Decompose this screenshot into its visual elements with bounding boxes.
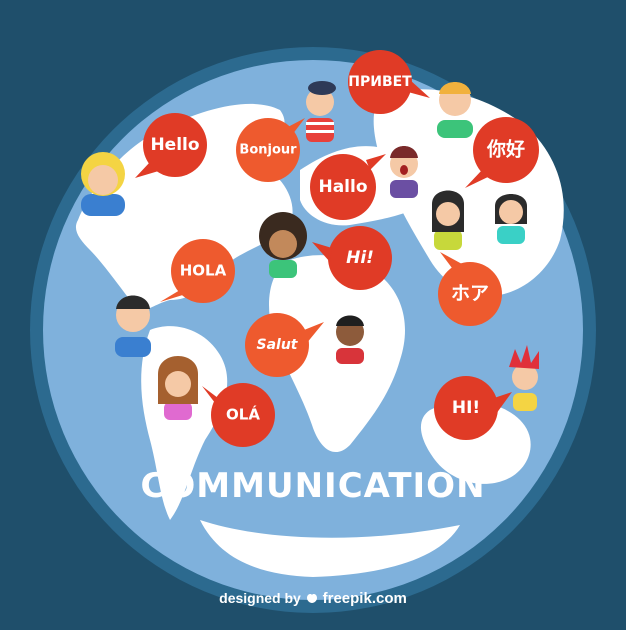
person-avatar-icon	[336, 315, 364, 364]
speech-bubble-bonjour: Bonjour	[236, 118, 305, 182]
speech-bubble-hola: HOLA	[160, 239, 235, 303]
freepik-logo-icon	[306, 594, 317, 603]
bubble-text: Hello	[150, 135, 199, 155]
speech-bubble-salut: Salut	[245, 313, 324, 377]
page-title: COMMUNICATION	[140, 466, 485, 506]
person-avatar-icon	[432, 190, 464, 250]
person-avatar-icon	[259, 212, 307, 278]
person-avatar-icon	[81, 152, 125, 216]
credit-brand: freepik.com	[322, 590, 407, 607]
person-avatar-icon	[509, 345, 539, 411]
person-avatar-icon	[495, 194, 527, 244]
bubble-text: HOLA	[180, 262, 227, 280]
bubble-text: 你好	[486, 138, 525, 161]
bubble-text: Hi!	[346, 248, 374, 268]
credit-line: designed by freepik.com	[0, 590, 626, 607]
speech-bubble-privet: ПРИВЕТ	[348, 50, 430, 114]
speech-bubble-hi: Hi!	[312, 226, 392, 290]
speech-bubble-hi2: HI!	[434, 376, 512, 440]
person-avatar-icon	[158, 356, 198, 420]
person-avatar-icon	[437, 82, 473, 138]
speech-bubble-hallo: Hallo	[310, 154, 386, 220]
speech-bubbles: Hello Bonjour ПРИВЕТ 你好 Hallo Hi!	[135, 50, 539, 447]
bubble-text: Hallo	[318, 177, 367, 197]
bubble-text: OLÁ	[226, 405, 260, 424]
speech-bubble-hello: Hello	[135, 113, 207, 178]
continent-antarctica	[200, 520, 460, 577]
person-avatar-icon	[115, 295, 151, 357]
speech-bubble-hoa: ホア	[438, 252, 502, 326]
person-avatar-icon	[306, 81, 336, 142]
bubble-text: HI!	[452, 398, 480, 418]
bubble-text: Salut	[257, 337, 299, 353]
speech-bubble-nihao: 你好	[465, 117, 539, 188]
bubble-text: ПРИВЕТ	[348, 74, 412, 90]
bubble-text: ホア	[451, 283, 489, 305]
bubble-text: Bonjour	[239, 143, 297, 158]
speech-bubble-ola: OLÁ	[202, 383, 275, 447]
people	[81, 81, 539, 420]
person-avatar-icon	[390, 146, 418, 198]
credit-prefix: designed by	[219, 590, 301, 606]
